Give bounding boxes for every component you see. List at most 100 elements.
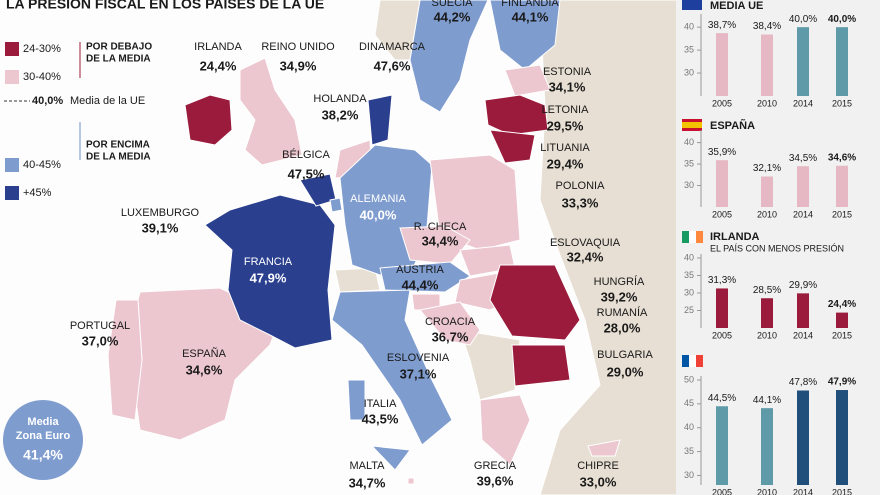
eu-mean-value: 40,0%: [32, 95, 63, 107]
country-value: 29,0%: [607, 364, 644, 379]
y-tick-label: 35: [684, 44, 694, 54]
bar: [836, 165, 848, 207]
bar: [716, 33, 728, 96]
country-name: ALEMANIA: [350, 193, 406, 205]
y-tick-label: 35: [684, 270, 694, 280]
legend-swatch: [5, 42, 19, 56]
data-label: 29,9%: [789, 280, 817, 291]
data-label: 47,9%: [828, 377, 856, 388]
bar: [761, 34, 773, 96]
data-label: 31,3%: [708, 275, 736, 286]
cyprus: [587, 439, 621, 457]
flag-eu: [682, 0, 702, 10]
y-tick-label: 40: [684, 22, 694, 32]
eurozone-badge: [3, 400, 83, 480]
country-value: 47,6%: [374, 58, 411, 73]
x-tick-label: 2010: [757, 330, 777, 340]
legend-swatch: [5, 158, 19, 172]
bar: [716, 160, 728, 207]
bar: [716, 406, 728, 485]
non-eu-land: [459, 329, 521, 401]
data-label: 44,1%: [753, 395, 781, 406]
country-value: 38,2%: [322, 107, 359, 122]
bar: [797, 293, 809, 328]
country-name: ITALIA: [364, 398, 397, 410]
country-name: IRLANDA: [194, 41, 242, 53]
y-tick-label: 30: [684, 287, 694, 297]
country-value: 43,5%: [362, 411, 399, 426]
y-tick-label: 50: [684, 374, 694, 384]
denmark: [367, 94, 393, 146]
bar: [836, 312, 848, 328]
data-label: 38,7%: [708, 20, 736, 31]
x-tick-label: 2014: [793, 487, 813, 495]
data-label: 34,6%: [828, 152, 856, 163]
country-value: 34,4%: [422, 233, 459, 248]
y-tick-label: 40: [684, 252, 694, 262]
country-value: 39,1%: [142, 220, 179, 235]
country-name: ESPAÑA: [182, 347, 226, 360]
above-label: POR ENCIMA: [86, 140, 150, 151]
data-label: 28,5%: [753, 285, 781, 296]
romania: [489, 264, 581, 341]
chart-title: ESPAÑA: [710, 119, 755, 132]
chart-subtitle: EL PAÍS CON MENOS PRESIÓN: [710, 243, 844, 253]
x-tick-label: 2014: [793, 209, 813, 219]
country-name: ESLOVENIA: [387, 352, 450, 364]
country-name: PORTUGAL: [70, 320, 130, 332]
austria: [379, 261, 471, 293]
bar: [761, 298, 773, 328]
sweden: [409, 0, 489, 113]
x-tick-label: 2015: [832, 330, 852, 340]
data-label: 32,1%: [753, 163, 781, 174]
country-value: 40,0%: [360, 207, 397, 222]
country-value: 34,9%: [280, 58, 317, 73]
portugal: [107, 299, 143, 421]
country-name: HUNGRÍA: [594, 275, 645, 288]
estonia: [504, 64, 551, 97]
data-label: 34,5%: [789, 153, 817, 164]
croatia: [419, 301, 481, 346]
country-value: 29,5%: [547, 118, 584, 133]
malta: [407, 477, 415, 485]
flag-fr: [682, 355, 689, 367]
chart-title: MEDIA UE: [710, 0, 763, 12]
czech: [399, 225, 471, 265]
latvia: [484, 94, 549, 136]
luxembourg: [329, 197, 343, 213]
bar: [797, 27, 809, 97]
x-tick-label: 2010: [757, 98, 777, 108]
country-value: 34,7%: [349, 475, 386, 490]
country-name: FRANCIA: [244, 256, 293, 268]
data-label: 44,5%: [708, 393, 736, 404]
country-value: 34,1%: [549, 79, 586, 94]
country-name: RUMANÍA: [597, 306, 648, 319]
country-name: FINLANDIA: [501, 0, 559, 9]
data-label: 47,8%: [789, 377, 817, 388]
country-value: 33,0%: [580, 474, 617, 489]
bar: [797, 390, 809, 485]
y-tick-label: 25: [684, 305, 694, 315]
country-value: 34,6%: [186, 362, 223, 377]
x-tick-label: 2010: [757, 209, 777, 219]
legend-label: +45%: [23, 187, 52, 199]
country-value: 44,1%: [512, 9, 549, 24]
bar: [797, 166, 809, 207]
country-value: 39,6%: [477, 473, 514, 488]
country-name: LUXEMBURGO: [121, 207, 200, 219]
below-label: DE LA MEDIA: [86, 54, 151, 65]
country-value: 28,0%: [604, 320, 641, 335]
country-value: 37,1%: [400, 366, 437, 381]
x-tick-label: 2015: [832, 209, 852, 219]
x-tick-label: 2015: [832, 98, 852, 108]
x-tick-label: 2005: [712, 98, 732, 108]
country-value: 33,3%: [562, 195, 599, 210]
ireland: [184, 94, 233, 146]
sardinia: [347, 379, 366, 421]
country-value: 32,4%: [567, 249, 604, 264]
x-tick-label: 2005: [712, 209, 732, 219]
finland: [489, 0, 561, 71]
country-value: 39,2%: [601, 289, 638, 304]
country-value: 44,2%: [434, 9, 471, 24]
